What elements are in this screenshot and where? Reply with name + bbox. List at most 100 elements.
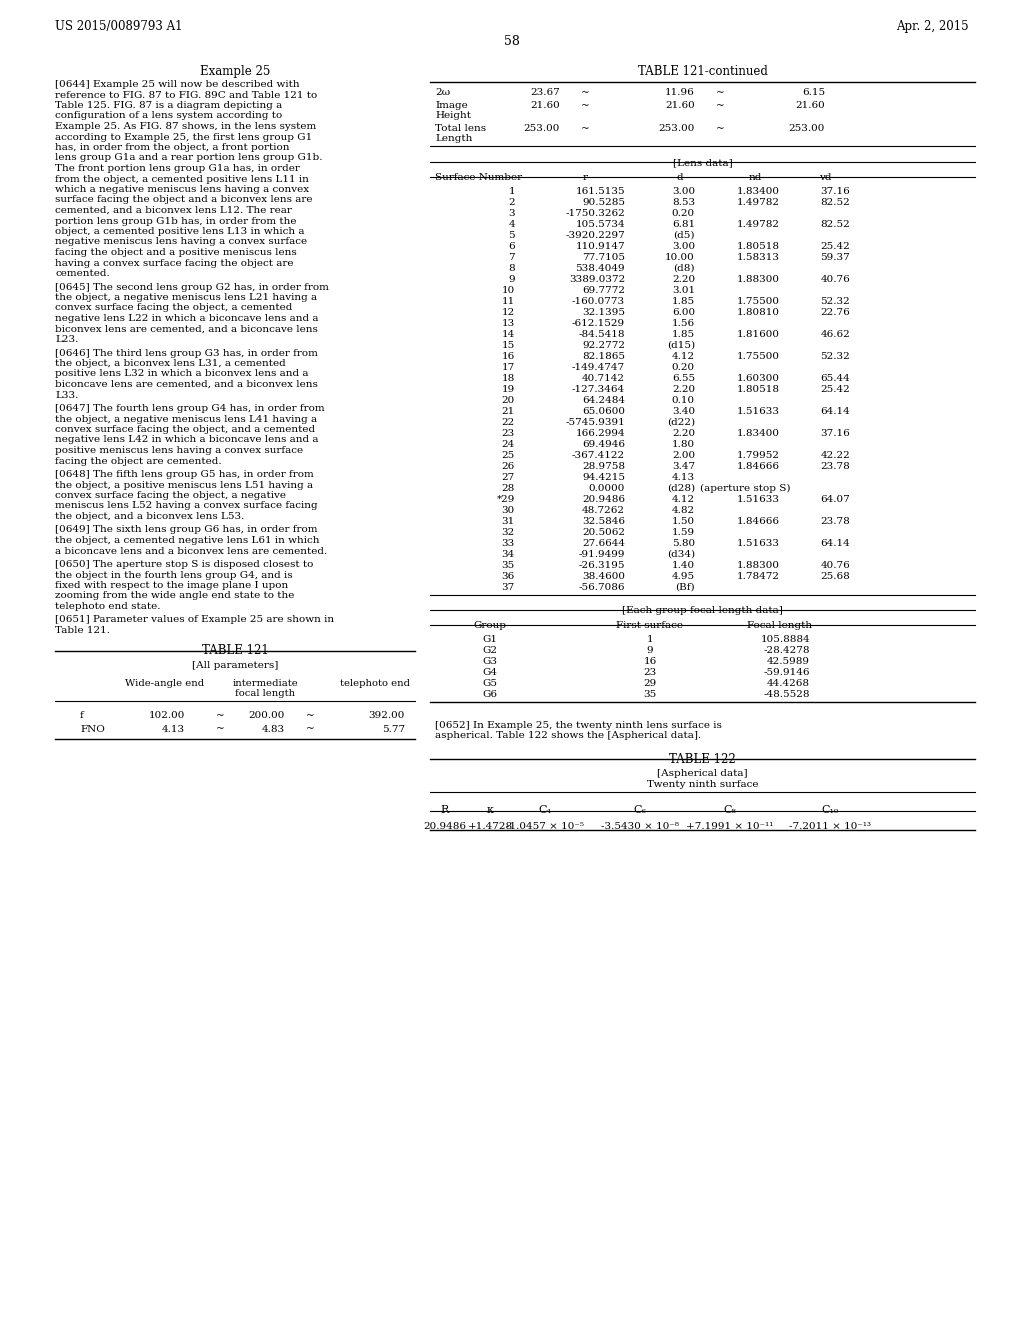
Text: 4.13: 4.13 [162, 725, 185, 734]
Text: TABLE 122: TABLE 122 [669, 752, 736, 766]
Text: biconcave lens are cemented, and a biconvex lens: biconcave lens are cemented, and a bicon… [55, 380, 317, 389]
Text: 538.4049: 538.4049 [575, 264, 625, 273]
Text: 3.00: 3.00 [672, 187, 695, 195]
Text: 200.00: 200.00 [249, 711, 285, 721]
Text: [0646] The third lens group G3 has, in order from: [0646] The third lens group G3 has, in o… [55, 348, 317, 358]
Text: L23.: L23. [55, 335, 79, 345]
Text: 5.77: 5.77 [382, 725, 406, 734]
Text: the object, a biconvex lens L31, a cemented: the object, a biconvex lens L31, a cemen… [55, 359, 286, 368]
Text: cemented, and a biconvex lens L12. The rear: cemented, and a biconvex lens L12. The r… [55, 206, 292, 215]
Text: 59.37: 59.37 [820, 253, 850, 261]
Text: 392.00: 392.00 [369, 711, 406, 721]
Text: 21.60: 21.60 [530, 102, 560, 110]
Text: f: f [80, 711, 84, 721]
Text: ~: ~ [305, 725, 314, 734]
Text: -7.2011 × 10⁻¹³: -7.2011 × 10⁻¹³ [790, 822, 871, 832]
Text: 2.20: 2.20 [672, 275, 695, 284]
Text: 105.8884: 105.8884 [761, 635, 810, 644]
Text: ~: ~ [216, 711, 224, 721]
Text: Example 25. As FIG. 87 shows, in the lens system: Example 25. As FIG. 87 shows, in the len… [55, 121, 316, 131]
Text: 69.4946: 69.4946 [582, 440, 625, 449]
Text: convex surface facing the object, a negative: convex surface facing the object, a nega… [55, 491, 286, 500]
Text: 1.80: 1.80 [672, 440, 695, 449]
Text: G5: G5 [482, 678, 498, 688]
Text: (d22): (d22) [667, 418, 695, 426]
Text: object, a cemented positive lens L13 in which a: object, a cemented positive lens L13 in … [55, 227, 304, 236]
Text: -84.5418: -84.5418 [579, 330, 625, 339]
Text: 21.60: 21.60 [796, 102, 825, 110]
Text: 23.78: 23.78 [820, 517, 850, 525]
Text: R: R [441, 805, 450, 814]
Text: cemented.: cemented. [55, 269, 110, 279]
Text: 42.5989: 42.5989 [767, 657, 810, 667]
Text: 0.20: 0.20 [672, 363, 695, 372]
Text: 6: 6 [508, 242, 515, 251]
Text: 36: 36 [502, 572, 515, 581]
Text: 2.00: 2.00 [672, 451, 695, 459]
Text: [0650] The aperture stop S is disposed closest to: [0650] The aperture stop S is disposed c… [55, 560, 313, 569]
Text: 11: 11 [502, 297, 515, 306]
Text: -1.0457 × 10⁻⁵: -1.0457 × 10⁻⁵ [506, 822, 584, 832]
Text: focal length: focal length [234, 689, 295, 697]
Text: 29: 29 [643, 678, 656, 688]
Text: 82.1865: 82.1865 [582, 352, 625, 360]
Text: 27.6644: 27.6644 [582, 539, 625, 548]
Text: ~: ~ [716, 102, 724, 110]
Text: 58: 58 [504, 36, 520, 48]
Text: (d34): (d34) [667, 550, 695, 558]
Text: 64.14: 64.14 [820, 539, 850, 548]
Text: Table 121.: Table 121. [55, 626, 110, 635]
Text: *29: *29 [497, 495, 515, 504]
Text: 1.83400: 1.83400 [737, 429, 780, 438]
Text: C₈: C₈ [724, 805, 736, 814]
Text: fixed with respect to the image plane I upon: fixed with respect to the image plane I … [55, 581, 288, 590]
Text: 1.51633: 1.51633 [737, 495, 780, 504]
Text: 65.44: 65.44 [820, 374, 850, 383]
Text: 1.83400: 1.83400 [737, 187, 780, 195]
Text: 40.7142: 40.7142 [582, 374, 625, 383]
Text: Surface Number: Surface Number [435, 173, 522, 182]
Text: G3: G3 [482, 657, 498, 667]
Text: the object in the fourth lens group G4, and is: the object in the fourth lens group G4, … [55, 570, 293, 579]
Text: -59.9146: -59.9146 [764, 668, 810, 677]
Text: 12: 12 [502, 308, 515, 317]
Text: 46.62: 46.62 [820, 330, 850, 339]
Text: 1.88300: 1.88300 [737, 561, 780, 570]
Text: 1: 1 [647, 635, 653, 644]
Text: lens group G1a and a rear portion lens group G1b.: lens group G1a and a rear portion lens g… [55, 153, 323, 162]
Text: 31: 31 [502, 517, 515, 525]
Text: 161.5135: 161.5135 [575, 187, 625, 195]
Text: 11.96: 11.96 [666, 88, 695, 96]
Text: -3.5430 × 10⁻⁸: -3.5430 × 10⁻⁸ [601, 822, 679, 832]
Text: [All parameters]: [All parameters] [191, 660, 279, 669]
Text: 16: 16 [502, 352, 515, 360]
Text: [0649] The sixth lens group G6 has, in order from: [0649] The sixth lens group G6 has, in o… [55, 525, 317, 535]
Text: 20.9486: 20.9486 [582, 495, 625, 504]
Text: 3: 3 [508, 209, 515, 218]
Text: Total lens: Total lens [435, 124, 486, 133]
Text: -160.0773: -160.0773 [571, 297, 625, 306]
Text: 10: 10 [502, 286, 515, 294]
Text: ~: ~ [581, 102, 590, 110]
Text: convex surface facing the object, and a cemented: convex surface facing the object, and a … [55, 425, 315, 434]
Text: vd: vd [819, 173, 831, 182]
Text: 253.00: 253.00 [658, 124, 695, 133]
Text: 32.5846: 32.5846 [582, 517, 625, 525]
Text: 8: 8 [508, 264, 515, 273]
Text: 24: 24 [502, 440, 515, 449]
Text: 21: 21 [502, 407, 515, 416]
Text: -56.7086: -56.7086 [579, 583, 625, 591]
Text: First surface: First surface [616, 620, 683, 630]
Text: 32: 32 [502, 528, 515, 537]
Text: the object, a positive meniscus lens L51 having a: the object, a positive meniscus lens L51… [55, 480, 313, 490]
Text: 33: 33 [502, 539, 515, 548]
Text: 69.7772: 69.7772 [582, 286, 625, 294]
Text: [0645] The second lens group G2 has, in order from: [0645] The second lens group G2 has, in … [55, 282, 329, 292]
Text: Example 25: Example 25 [200, 65, 270, 78]
Text: negative lens L22 in which a biconcave lens and a: negative lens L22 in which a biconcave l… [55, 314, 318, 323]
Text: 1: 1 [508, 187, 515, 195]
Text: TABLE 121: TABLE 121 [202, 644, 268, 657]
Text: [Each group focal length data]: [Each group focal length data] [622, 606, 783, 615]
Text: 1.49782: 1.49782 [737, 220, 780, 228]
Text: facing the object are cemented.: facing the object are cemented. [55, 457, 221, 466]
